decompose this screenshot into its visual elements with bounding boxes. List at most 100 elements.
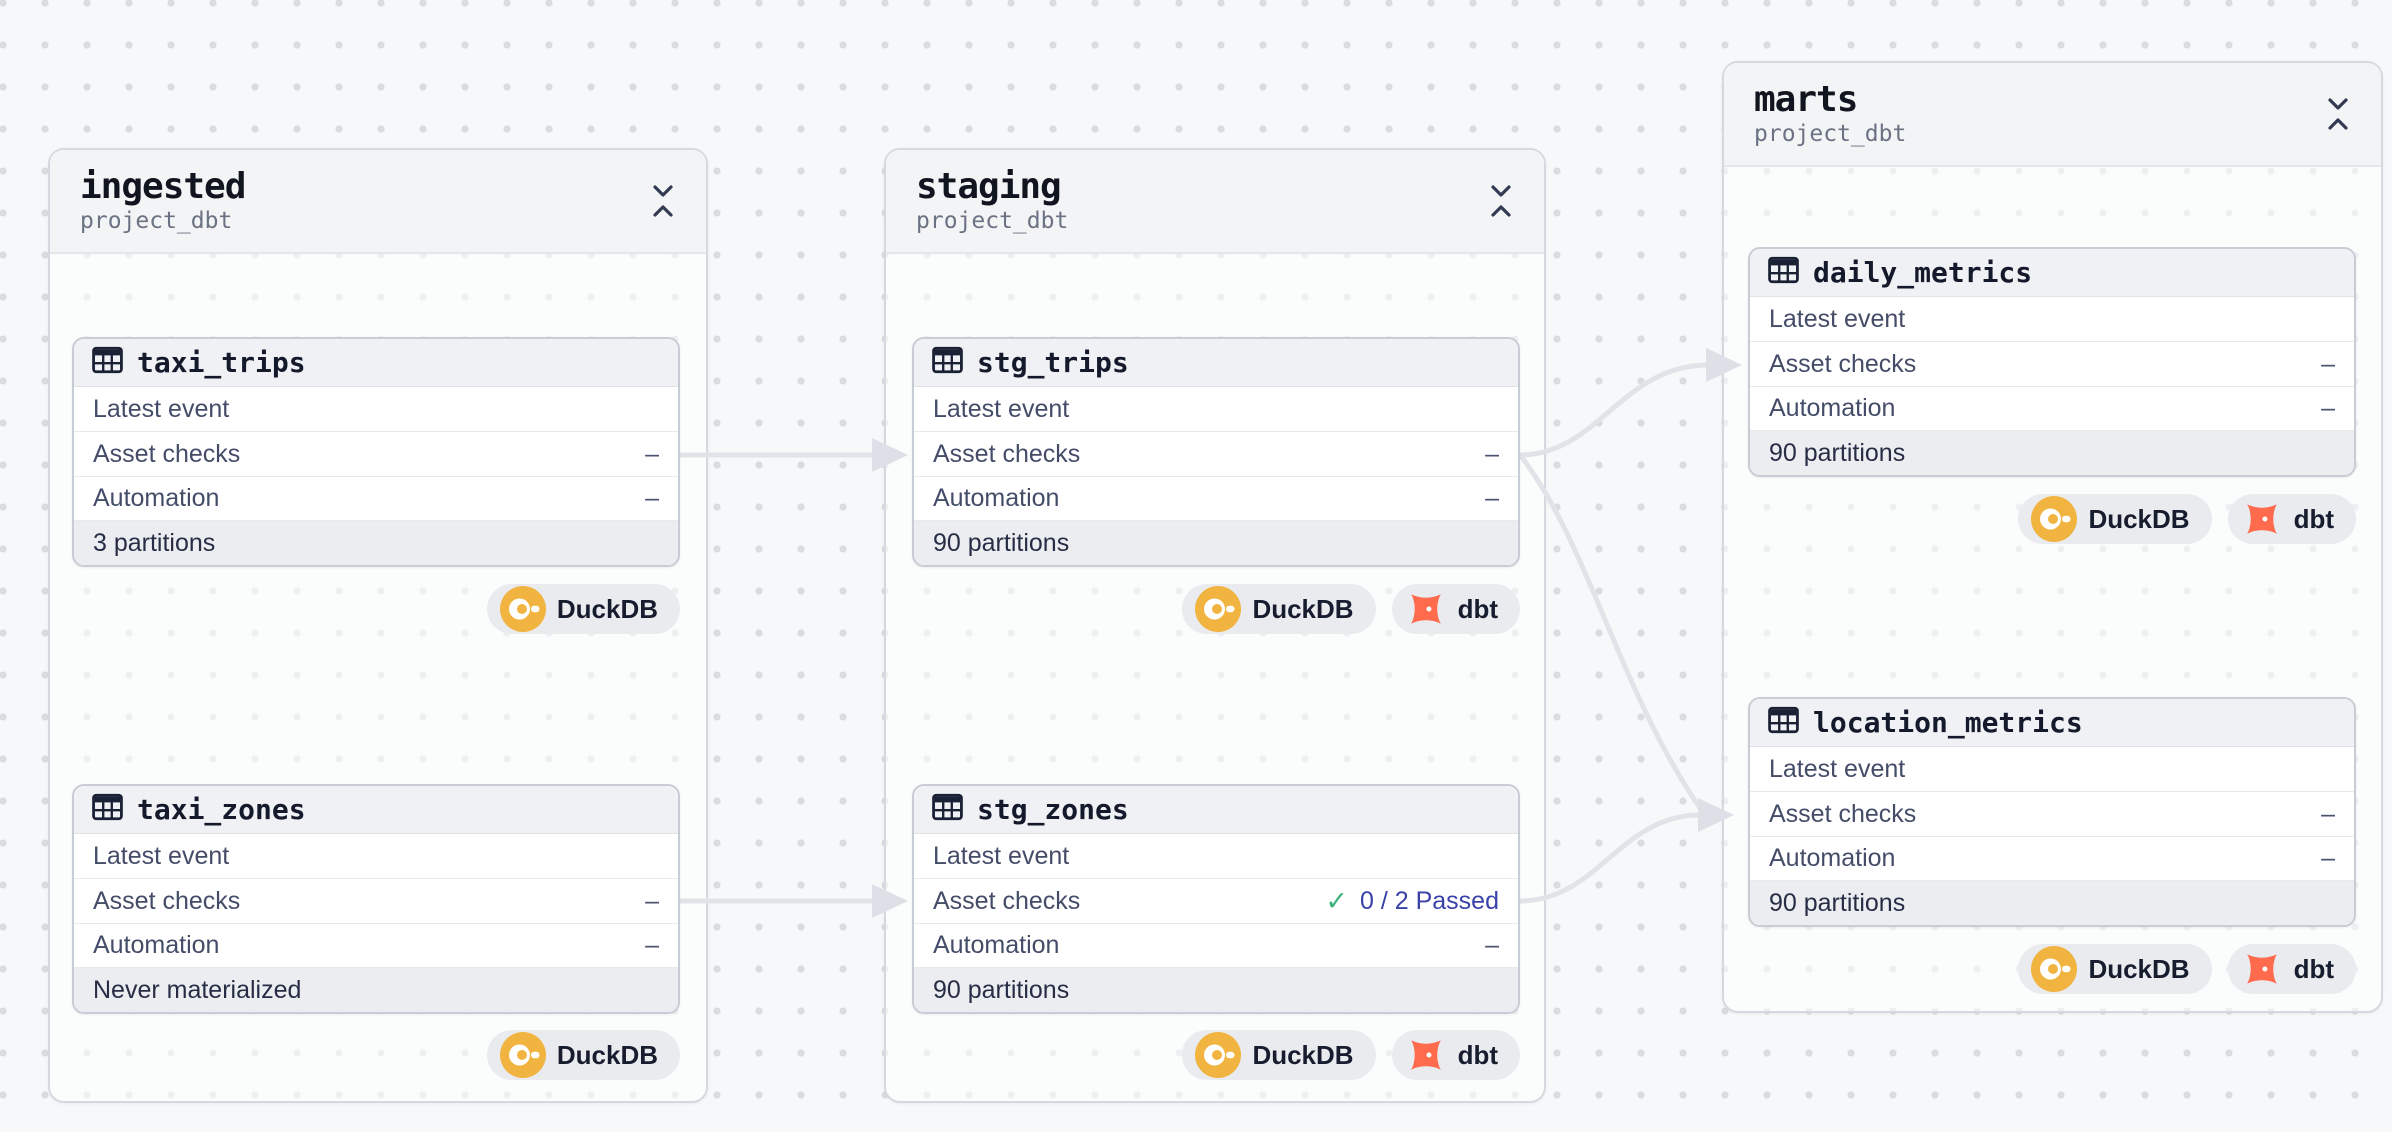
group-subtitle: project_dbt: [916, 208, 1069, 235]
asset-name: stg_trips: [977, 346, 1129, 379]
badge-label: DuckDB: [2088, 953, 2190, 984]
row-label: Automation: [933, 931, 1060, 959]
badges-location_metrics: DuckDB dbt: [2018, 944, 2356, 994]
row-label: Automation: [1769, 394, 1896, 422]
row-value: –: [2321, 799, 2335, 828]
duckdb-badge[interactable]: DuckDB: [1182, 584, 1376, 634]
table-icon: [931, 345, 964, 380]
asset-node-daily_metrics[interactable]: daily_metrics Latest event Asset checks …: [1748, 247, 2356, 477]
asset-node-header: stg_zones: [914, 786, 1518, 834]
badge-label: DuckDB: [556, 1039, 658, 1070]
asset-node-stg_trips[interactable]: stg_trips Latest event Asset checks – Au…: [912, 337, 1520, 567]
dbt-badge[interactable]: dbt: [2227, 944, 2356, 994]
table-icon: [91, 792, 124, 827]
duckdb-badge[interactable]: DuckDB: [486, 1030, 680, 1080]
row-value: –: [645, 931, 659, 959]
badge-label: DuckDB: [1252, 593, 1354, 624]
asset-checks-row: Asset checks –: [74, 432, 678, 477]
dbt-badge[interactable]: dbt: [1391, 1030, 1520, 1080]
automation-row: Automation –: [74, 924, 678, 968]
duckdb-icon: [499, 586, 546, 632]
latest-event-row: Latest event: [1750, 297, 2354, 342]
asset-node-taxi_trips[interactable]: taxi_trips Latest event Asset checks – A…: [72, 337, 680, 567]
row-label: Latest event: [933, 841, 1070, 870]
group-title: staging: [916, 165, 1062, 207]
duckdb-badge[interactable]: DuckDB: [1182, 1030, 1376, 1080]
edge-stg_trips-location_metrics: [1518, 453, 1705, 813]
edge-stg_zones-location_metrics: [1519, 812, 1701, 904]
table-icon: [931, 792, 964, 827]
latest-event-row: Latest event: [914, 834, 1518, 879]
asset-name: location_metrics: [1813, 706, 2083, 739]
asset-name: daily_metrics: [1813, 256, 2033, 289]
group-header-marts[interactable]: marts project_dbt: [1724, 63, 2381, 167]
table-icon: [1767, 705, 1800, 740]
collapse-icon[interactable]: [1488, 184, 1514, 218]
automation-row: Automation –: [914, 477, 1518, 521]
duckdb-icon: [1195, 1032, 1242, 1078]
checks-passed-link[interactable]: 0 / 2 Passed: [1360, 886, 1499, 915]
asset-name: stg_zones: [977, 793, 1129, 826]
row-label: Automation: [933, 484, 1060, 512]
row-label: Asset checks: [93, 886, 241, 915]
table-icon: [91, 345, 124, 380]
duckdb-icon: [2031, 946, 2078, 992]
asset-node-taxi_zones[interactable]: taxi_zones Latest event Asset checks – A…: [72, 784, 680, 1014]
row-value: –: [2321, 844, 2335, 872]
partitions-footer: 90 partitions: [1750, 881, 2354, 925]
dbt-icon: [2246, 504, 2277, 534]
asset-checks-row: Asset checks –: [1750, 792, 2354, 837]
row-value: –: [2321, 394, 2335, 422]
dbt-icon: [1410, 1040, 1441, 1070]
asset-node-header: daily_metrics: [1750, 249, 2354, 297]
collapse-icon[interactable]: [650, 184, 676, 218]
row-value: –: [2321, 349, 2335, 378]
partitions-footer: 90 partitions: [914, 521, 1518, 565]
row-label: Asset checks: [1769, 799, 1917, 828]
asset-node-stg_zones[interactable]: stg_zones Latest event Asset checks ✓ 0 …: [912, 784, 1520, 1014]
row-value: –: [1485, 439, 1499, 468]
badge-label: dbt: [1457, 1039, 1498, 1070]
latest-event-row: Latest event: [74, 387, 678, 432]
duckdb-icon: [499, 1032, 546, 1078]
duckdb-badge[interactable]: DuckDB: [486, 584, 680, 634]
edge-stg_trips-daily_metrics: [1519, 362, 1709, 458]
group-subtitle: project_dbt: [80, 208, 233, 235]
duckdb-badge[interactable]: DuckDB: [2018, 494, 2212, 544]
badges-stg_trips: DuckDB dbt: [1182, 584, 1520, 634]
asset-node-header: stg_trips: [914, 339, 1518, 387]
row-label: Automation: [1769, 844, 1896, 872]
dbt-badge[interactable]: dbt: [1391, 584, 1520, 634]
row-label: Automation: [93, 484, 220, 512]
group-title: marts: [1754, 78, 1858, 120]
group-title: ingested: [80, 165, 246, 207]
asset-name: taxi_zones: [137, 793, 306, 826]
dbt-icon: [2246, 954, 2277, 984]
badges-taxi_trips: DuckDB: [486, 584, 680, 634]
asset-node-location_metrics[interactable]: location_metrics Latest event Asset chec…: [1748, 697, 2356, 927]
row-value: –: [1485, 484, 1499, 512]
row-label: Asset checks: [1769, 349, 1917, 378]
row-value: –: [1485, 931, 1499, 959]
asset-checks-row: Asset checks –: [74, 879, 678, 924]
asset-checks-row: Asset checks –: [1750, 342, 2354, 387]
row-value: –: [645, 439, 659, 468]
automation-row: Automation –: [74, 477, 678, 521]
collapse-icon[interactable]: [2325, 97, 2351, 131]
group-header-ingested[interactable]: ingested project_dbt: [50, 150, 706, 254]
group-header-staging[interactable]: staging project_dbt: [886, 150, 1544, 254]
check-icon: ✓: [1325, 885, 1349, 916]
badge-label: DuckDB: [2088, 503, 2190, 534]
latest-event-row: Latest event: [914, 387, 1518, 432]
asset-node-header: taxi_trips: [74, 339, 678, 387]
duckdb-badge[interactable]: DuckDB: [2018, 944, 2212, 994]
automation-row: Automation –: [1750, 837, 2354, 881]
partitions-footer: 90 partitions: [1750, 431, 2354, 475]
row-label: Asset checks: [933, 886, 1081, 915]
asset-checks-status[interactable]: ✓ 0 / 2 Passed: [1325, 886, 1499, 917]
table-icon: [1767, 255, 1800, 290]
asset-checks-row: Asset checks –: [914, 432, 1518, 477]
dbt-badge[interactable]: dbt: [2227, 494, 2356, 544]
partitions-footer: 3 partitions: [74, 521, 678, 565]
